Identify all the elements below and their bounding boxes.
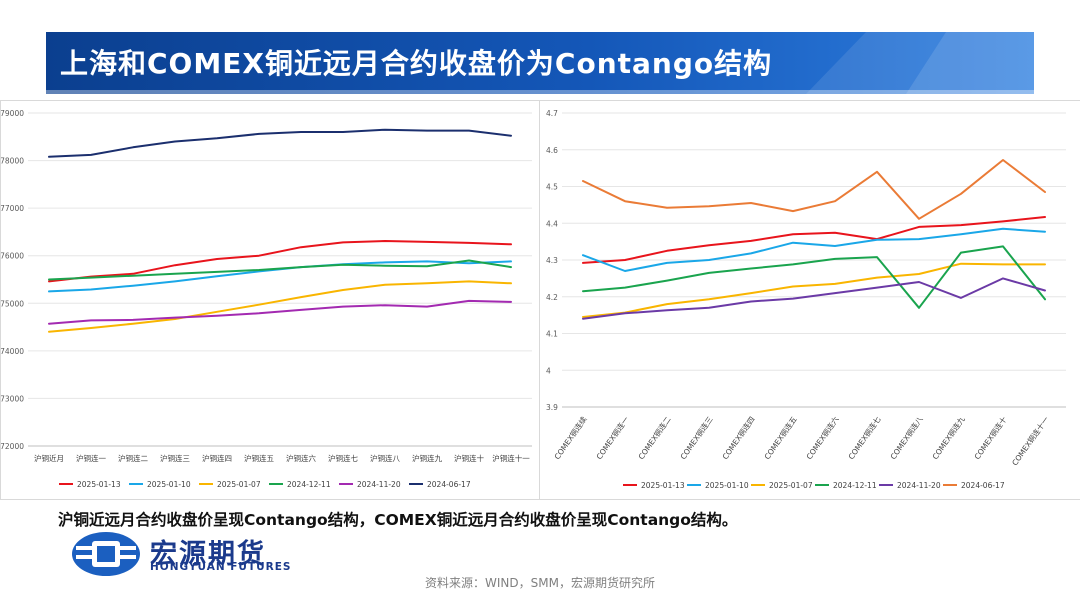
x-tick-label: 沪铜连六	[286, 453, 316, 463]
comex-copper-chart-panel: 3.9 4 4.1 4.2 4.3 4.4 4.5 4.6 4.7 COMEX铜连续 COMEX铜连…	[539, 100, 1080, 500]
legend-label: 2024-06-17	[961, 481, 1005, 490]
x-tick-label: COMEX铜连七	[846, 414, 883, 461]
x-tick-label: 沪铜连四	[202, 453, 232, 463]
x-tick-label: 沪铜连十	[454, 453, 484, 463]
x-tick-label: 沪铜连五	[244, 453, 274, 463]
x-tick-label: 沪铜连十一	[492, 453, 530, 463]
y-tick-label: 4.6	[546, 146, 558, 155]
x-tick-label: COMEX铜连五	[762, 414, 799, 461]
series-line-2024-06-17	[48, 128, 512, 158]
x-tick-label: 沪铜连二	[118, 453, 148, 463]
series-line-2025-01-07	[48, 280, 512, 333]
y-tick-label: 4	[546, 366, 551, 375]
x-tick-label: COMEX铜连二	[636, 414, 673, 461]
series-line-2025-01-13	[48, 240, 512, 283]
legend-label: 2024-12-11	[833, 481, 877, 490]
x-tick-label: 沪铜连七	[328, 453, 358, 463]
legend-label: 2025-01-07	[769, 481, 813, 490]
series-line-2024-11-20	[582, 277, 1046, 320]
y-tick-label: 75000	[1, 299, 24, 308]
series-line-2025-01-07	[582, 262, 1046, 318]
title-banner: 上海和COMEX铜近远月合约收盘价为Contango结构	[46, 32, 1034, 94]
y-tick-label: 4.7	[546, 109, 558, 118]
x-tick-label: COMEX铜连九	[930, 414, 967, 461]
legend-label: 2025-01-13	[641, 481, 685, 490]
x-tick-label: COMEX铜连八	[888, 414, 925, 461]
series-line-2025-01-10	[582, 227, 1046, 272]
x-tick-label: COMEX铜连四	[720, 414, 757, 461]
logo-english-name: HONGYUAN FUTURES	[150, 561, 292, 573]
legend-label: 2025-01-07	[217, 480, 261, 489]
legend-label: 2025-01-10	[147, 480, 191, 489]
y-tick-label: 77000	[1, 204, 24, 213]
y-tick-label: 78000	[1, 157, 24, 166]
series-line-2025-01-13	[582, 216, 1046, 264]
x-tick-label: COMEX铜连十	[972, 414, 1009, 461]
shfe-copper-chart: 72000 73000 74000 75000 76000 77000 78000 79000…	[1, 109, 532, 489]
x-tick-label: 沪铜连九	[412, 453, 442, 463]
x-tick-label: COMEX铜连三	[678, 414, 715, 461]
x-tick-label: 沪铜近月	[34, 453, 64, 463]
x-tick-label: COMEX铜连一	[594, 414, 631, 461]
y-tick-label: 73000	[1, 394, 24, 403]
series-line-2024-11-20	[48, 299, 512, 325]
legend-label: 2024-06-17	[427, 480, 471, 489]
shfe-copper-chart-panel: 72000 73000 74000 75000 76000 77000 78000 79000…	[0, 100, 541, 500]
banner-background	[46, 32, 1034, 94]
x-tick-label: COMEX铜连十一	[1009, 414, 1050, 467]
y-tick-label: 4.3	[546, 256, 558, 265]
y-tick-label: 4.1	[546, 330, 558, 339]
y-tick-label: 76000	[1, 252, 24, 261]
legend-label: 2024-11-20	[897, 481, 941, 490]
y-tick-label: 3.9	[546, 403, 558, 412]
logo-mark-icon	[72, 532, 140, 576]
x-tick-label: COMEX铜连续	[552, 414, 589, 461]
source-note: 资料来源：WIND，SMM，宏源期货研究所	[425, 576, 655, 590]
y-tick-label: 72000	[1, 442, 24, 451]
x-tick-label: 沪铜连八	[370, 453, 400, 463]
x-tick-label: COMEX铜连六	[804, 414, 841, 461]
y-tick-label: 4.4	[546, 219, 558, 228]
y-tick-label: 4.2	[546, 293, 558, 302]
legend-label: 2024-11-20	[357, 480, 401, 489]
series-line-2024-12-11	[582, 245, 1046, 309]
series-line-2024-06-17	[582, 159, 1046, 220]
x-tick-label: 沪铜连一	[76, 453, 106, 463]
legend-label: 2025-01-10	[705, 481, 749, 490]
y-tick-label: 79000	[1, 109, 24, 118]
y-tick-label: 4.5	[546, 183, 558, 192]
x-tick-label: 沪铜连三	[160, 453, 190, 463]
company-logo: 宏源期货 HONGYUAN FUTURES	[70, 528, 310, 578]
legend-label: 2025-01-13	[77, 480, 121, 489]
conclusion-text: 沪铜近远月合约收盘价呈现Contango结构，COMEX铜近远月合约收盘价呈现C…	[58, 511, 738, 529]
series-line-2024-12-11	[48, 259, 512, 281]
logo-chinese-name: 宏源期货	[150, 539, 266, 570]
y-tick-label: 74000	[1, 347, 24, 356]
page-title: 上海和COMEX铜近远月合约收盘价为Contango结构	[60, 47, 773, 80]
legend-label: 2024-12-11	[287, 480, 331, 489]
